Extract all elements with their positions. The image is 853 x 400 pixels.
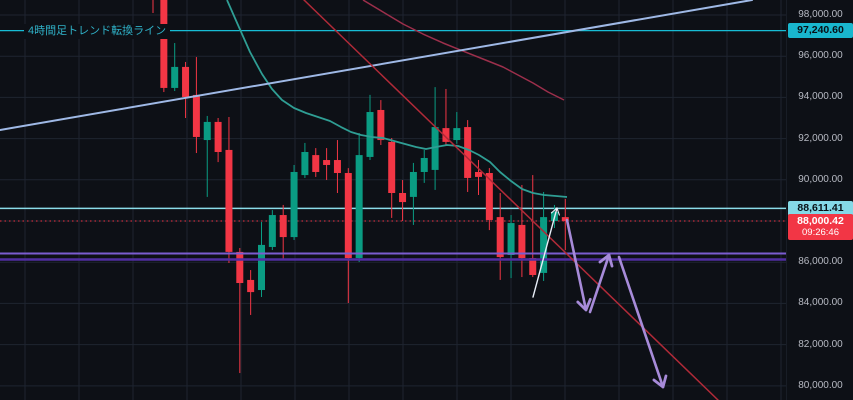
purple-down-arrow-1[interactable] [565,218,592,312]
candle-body-down [529,258,537,275]
candle-body-down [160,0,168,88]
price-badge-resistance: 88,611.41 [788,200,853,216]
candle-body-down [518,224,526,259]
candle-body-down [485,173,493,220]
price-tick-label: 92,000.00 [798,132,843,144]
price-axis[interactable]: 97,240.60 88,611.41 88,000.42 09:26:46 9… [786,0,853,400]
price-tick-label: 80,000.00 [798,379,843,391]
purple-down-arrow-2[interactable] [617,255,668,389]
price-badge-resistance-value: 88,611.41 [797,201,844,214]
candles-layer [152,0,569,374]
white-up-arrow[interactable] [532,207,560,298]
candle-body-down [182,66,190,97]
price-tick-label: 86,000.00 [798,256,843,268]
candle-body-up [268,215,276,247]
candle-body-down [247,279,255,293]
candle-body-down [399,192,407,203]
support-lines-layer [0,252,786,261]
candle-body-up [420,157,428,172]
candle-body-up [258,244,265,291]
price-tick-label: 82,000.00 [798,338,843,350]
price-badge-trend-line: 97,240.60 [788,23,853,39]
candle-body-down [192,94,200,137]
ascending-trendline[interactable] [0,0,753,131]
chart-canvas[interactable] [0,0,786,400]
candle-body-down [214,121,222,152]
price-tick-label: 94,000.00 [798,91,843,103]
candle-body-up [203,121,211,141]
candle-body-up [290,171,298,238]
candle-body-up [540,217,548,273]
trend-reversal-line-label[interactable]: 4時間足トレンド転換ライン [24,23,171,39]
candle-body-up [409,171,417,197]
ma-red [362,0,565,101]
candle-body-down [344,173,352,259]
candle-body-up [355,155,363,259]
candle-body-up [301,151,309,176]
candle-body-up [171,66,179,88]
price-tick-label: 98,000.00 [798,8,843,20]
candle-body-down [377,109,385,141]
candle-body-down [333,160,341,174]
candle-body-down [279,215,287,238]
price-badge-trend-line-value: 97,240.60 [797,24,844,37]
bar-countdown: 09:26:46 [802,227,839,238]
current-price-value: 88,000.42 [797,215,844,227]
candle-body-up [507,223,515,256]
candle-body-up [453,128,461,141]
candle-body-down [464,127,472,178]
candle-body-up [431,127,439,170]
descending-trendline[interactable] [303,0,719,400]
candle-body-down [225,149,233,252]
candle-body-down [475,171,482,177]
price-tick-label: 84,000.00 [798,297,843,309]
candle-body-down [312,155,320,172]
price-tick-label: 96,000.00 [798,50,843,62]
grid-layer [0,0,786,400]
price-badge-current: 88,000.42 09:26:46 [788,214,853,240]
candle-body-down [236,251,244,284]
candle-body-down [561,217,569,222]
candle-body-down [388,141,396,193]
candle-body-down [496,217,504,258]
candle-body-down [442,128,450,142]
ma-teal [226,0,568,198]
price-tick-label: 90,000.00 [798,173,843,185]
candle-body-up [366,112,374,157]
purple-up-arrow[interactable] [588,253,614,314]
candle-body-down [323,160,331,165]
